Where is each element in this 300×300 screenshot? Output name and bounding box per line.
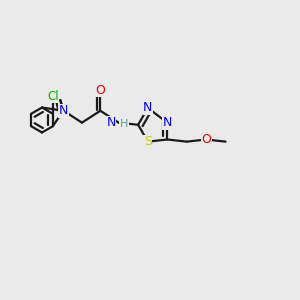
Text: N: N bbox=[163, 116, 172, 129]
Text: H: H bbox=[120, 118, 128, 128]
Text: N: N bbox=[143, 101, 152, 114]
Text: O: O bbox=[201, 133, 211, 146]
Text: N: N bbox=[59, 104, 68, 117]
Text: S: S bbox=[144, 135, 152, 148]
Text: Cl: Cl bbox=[47, 89, 58, 103]
Text: O: O bbox=[95, 84, 105, 97]
Text: N: N bbox=[106, 116, 116, 129]
